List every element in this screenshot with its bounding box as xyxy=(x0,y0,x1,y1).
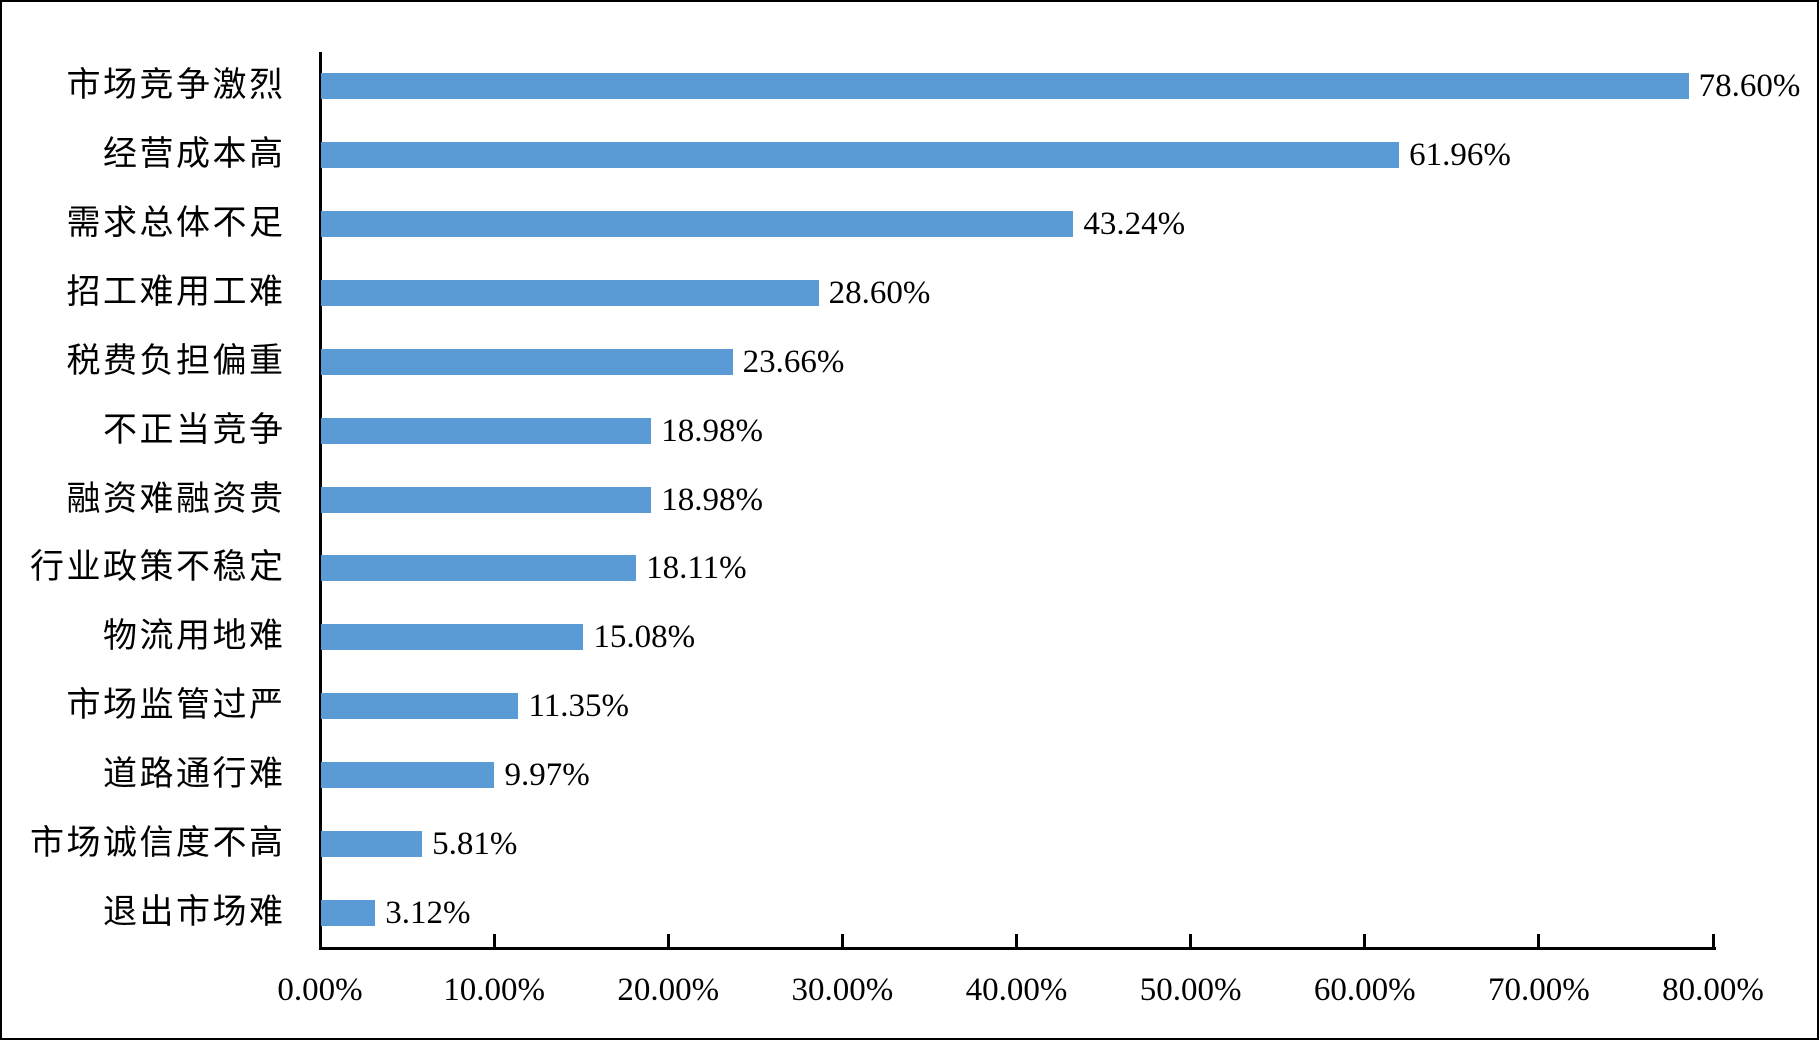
category-label: 市场监管过严 xyxy=(66,687,286,725)
x-tick-mark xyxy=(1711,934,1715,947)
bar xyxy=(321,624,584,651)
bar-value-label: 15.08% xyxy=(593,619,696,656)
category-label: 行业政策不稳定 xyxy=(30,549,286,587)
category-label: 经营成本高 xyxy=(103,136,286,174)
bar xyxy=(321,142,1400,169)
bar-value-label: 61.96% xyxy=(1409,137,1511,174)
x-tick-mark xyxy=(1015,934,1018,947)
bar-value-label: 11.35% xyxy=(528,688,629,725)
bar-value-label: 28.60% xyxy=(828,274,931,311)
x-tick-mark xyxy=(666,934,670,947)
bar xyxy=(321,73,1689,100)
category-label: 市场竞争激烈 xyxy=(66,67,286,105)
category-label: 市场诚信度不高 xyxy=(30,824,286,862)
bar-value-label: 5.81% xyxy=(432,825,518,862)
x-tick-label: 20.00% xyxy=(617,972,720,1008)
x-tick-mark xyxy=(1537,934,1541,947)
category-label: 不正当竞争 xyxy=(103,411,286,449)
x-tick-label: 80.00% xyxy=(1662,972,1764,1008)
bar xyxy=(321,279,819,306)
x-tick-label: 40.00% xyxy=(965,972,1068,1008)
x-tick-mark xyxy=(840,934,844,947)
y-axis-line xyxy=(318,52,322,950)
bar-value-label: 3.12% xyxy=(385,894,471,931)
x-tick-mark xyxy=(492,934,496,947)
category-label: 需求总体不足 xyxy=(66,205,286,243)
bar-value-label: 18.11% xyxy=(646,550,747,587)
category-label: 税费负担偏重 xyxy=(66,342,286,380)
bar-value-label: 78.60% xyxy=(1698,68,1801,105)
x-tick-label: 10.00% xyxy=(443,972,545,1008)
x-tick-mark xyxy=(1189,934,1193,947)
bar xyxy=(321,761,495,788)
bar xyxy=(321,348,733,375)
bar-value-label: 43.24% xyxy=(1083,206,1186,243)
bar xyxy=(321,417,652,444)
category-label: 招工难用工难 xyxy=(66,273,286,311)
x-tick-label: 70.00% xyxy=(1488,972,1590,1008)
x-tick-label: 0.00% xyxy=(277,972,363,1008)
bar xyxy=(321,555,637,582)
category-label: 退出市场难 xyxy=(103,893,286,931)
x-tick-label: 60.00% xyxy=(1313,972,1416,1008)
bar-value-label: 23.66% xyxy=(742,343,845,380)
bar xyxy=(321,211,1074,238)
bar xyxy=(321,486,652,513)
x-tick-mark xyxy=(1363,934,1367,947)
category-label: 融资难融资贵 xyxy=(66,480,286,518)
x-tick-label: 30.00% xyxy=(791,972,894,1008)
bar xyxy=(321,830,423,857)
bar-value-label: 18.98% xyxy=(661,481,763,518)
bar xyxy=(321,899,376,926)
x-axis-line xyxy=(318,947,1716,950)
x-tick-label: 50.00% xyxy=(1139,972,1242,1008)
bar-value-label: 18.98% xyxy=(661,412,763,449)
category-label: 物流用地难 xyxy=(103,618,286,656)
bar-value-label: 9.97% xyxy=(504,756,590,793)
category-label: 道路通行难 xyxy=(103,755,286,793)
bar xyxy=(321,693,519,720)
